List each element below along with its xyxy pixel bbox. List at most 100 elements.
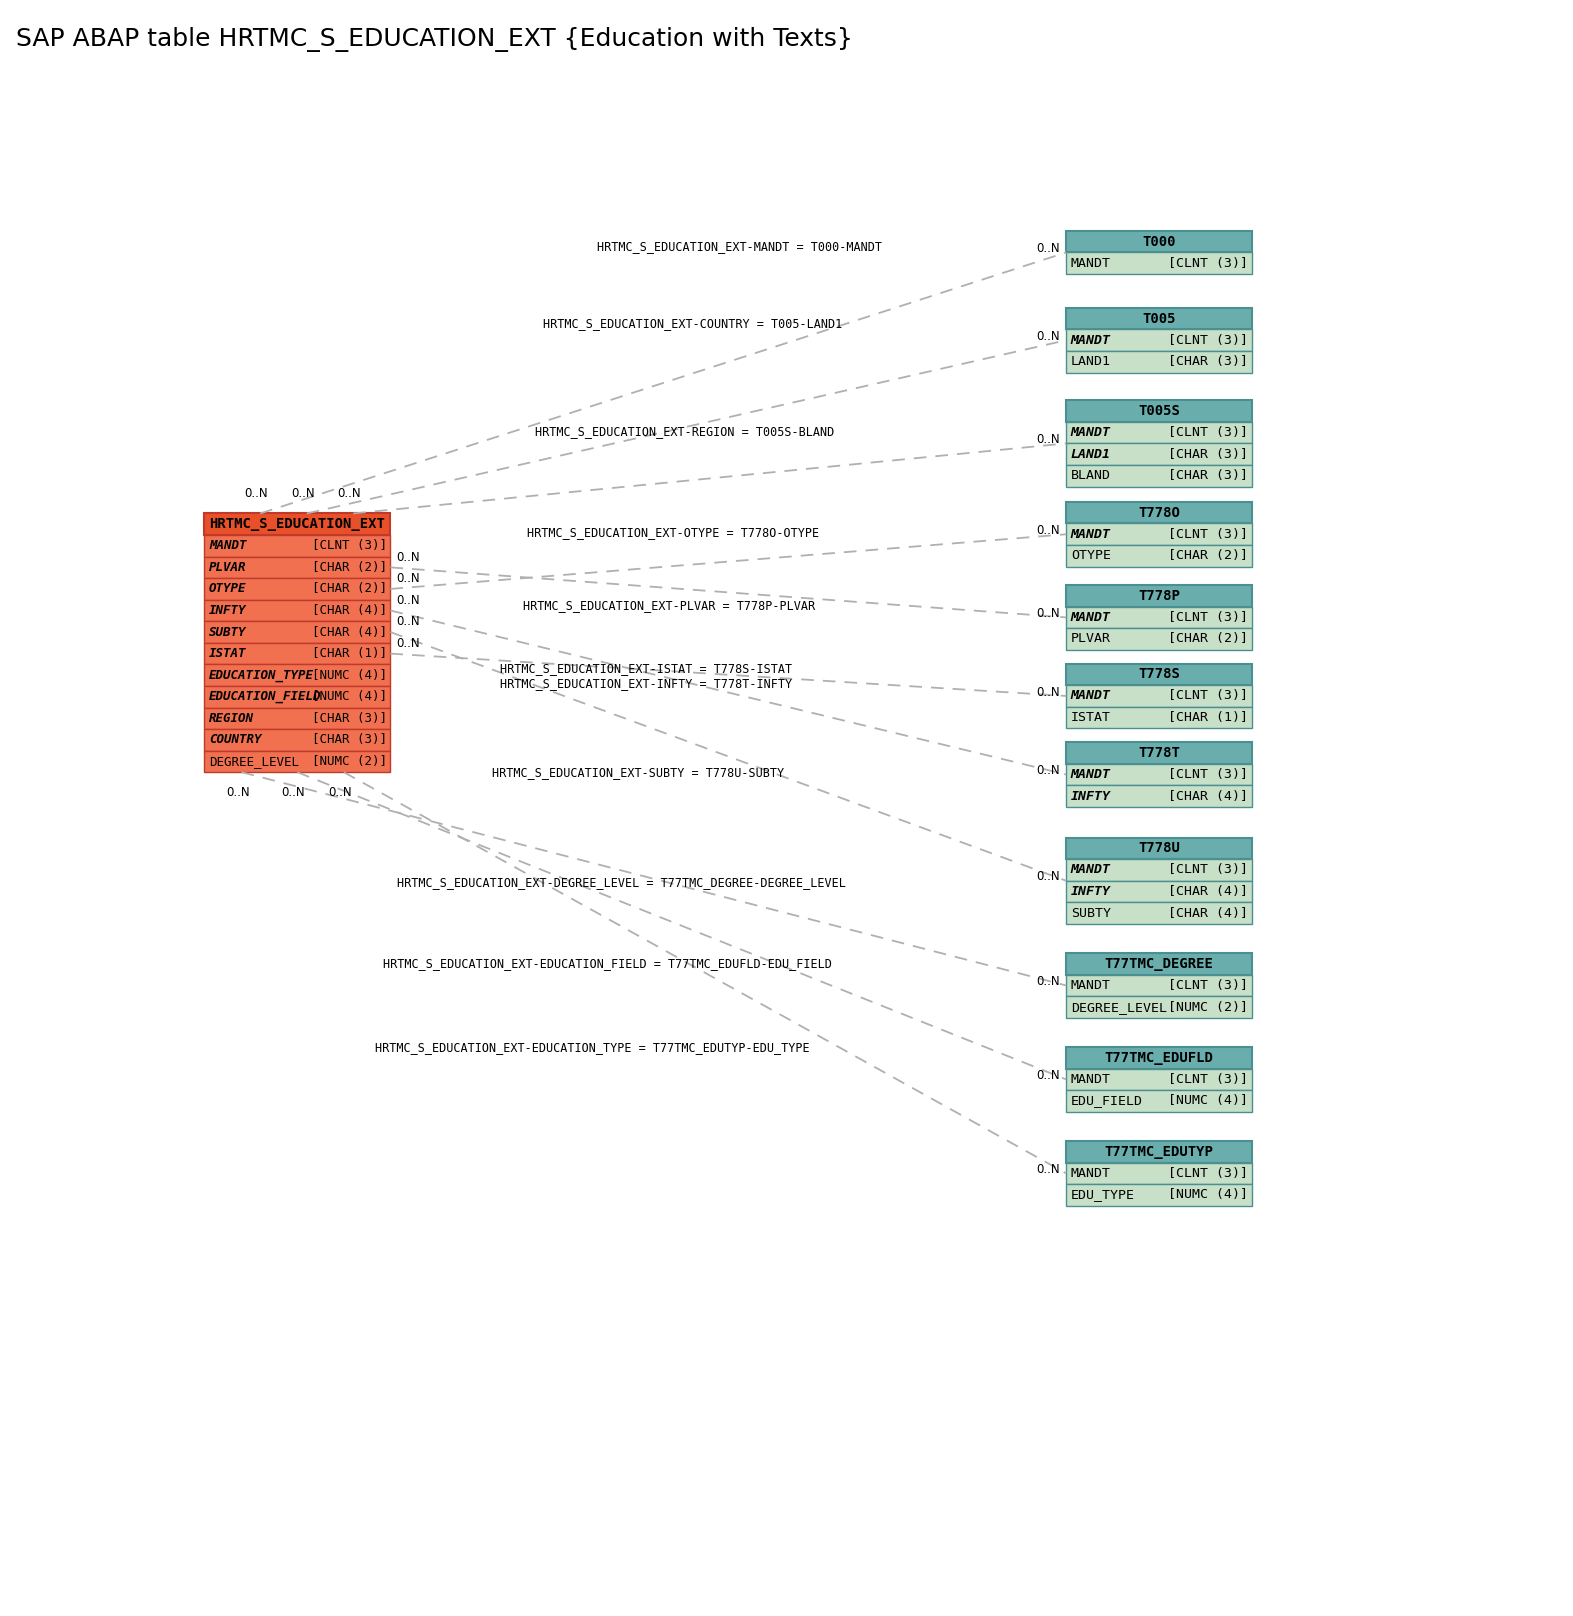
Text: [CLNT (3)]: [CLNT (3)] <box>1169 528 1249 541</box>
Bar <box>204 664 390 685</box>
Bar <box>1066 860 1252 881</box>
Text: LAND1: LAND1 <box>1071 448 1111 461</box>
Text: EDUCATION_TYPE: EDUCATION_TYPE <box>209 669 315 682</box>
Text: REGION: REGION <box>209 711 253 726</box>
Text: 0..N: 0..N <box>1037 1070 1060 1083</box>
Bar <box>204 600 390 621</box>
Text: 0..N: 0..N <box>1037 433 1060 446</box>
Text: [CLNT (3)]: [CLNT (3)] <box>1169 1073 1249 1086</box>
Bar <box>1066 401 1252 422</box>
Bar <box>204 750 390 772</box>
Bar <box>1066 881 1252 902</box>
Text: HRTMC_S_EDUCATION_EXT-DEGREE_LEVEL = T77TMC_DEGREE-DEGREE_LEVEL: HRTMC_S_EDUCATION_EXT-DEGREE_LEVEL = T77… <box>396 876 846 889</box>
Text: 0..N: 0..N <box>329 785 352 798</box>
Bar <box>1066 1091 1252 1112</box>
Bar <box>1066 664 1252 685</box>
Text: [CHAR (2)]: [CHAR (2)] <box>311 561 387 574</box>
Text: T005: T005 <box>1142 312 1177 326</box>
Text: [CHAR (4)]: [CHAR (4)] <box>1169 790 1249 803</box>
Text: [NUMC (4)]: [NUMC (4)] <box>1169 1094 1249 1107</box>
Text: INFTY: INFTY <box>1071 886 1111 898</box>
Text: [CHAR (1)]: [CHAR (1)] <box>311 646 387 659</box>
Text: [CLNT (3)]: [CLNT (3)] <box>1169 979 1249 992</box>
Text: [CHAR (2)]: [CHAR (2)] <box>1169 632 1249 645</box>
Text: 0..N: 0..N <box>244 486 267 499</box>
Text: [CHAR (4)]: [CHAR (4)] <box>1169 907 1249 920</box>
Text: [NUMC (2)]: [NUMC (2)] <box>311 755 387 768</box>
Text: 0..N: 0..N <box>1037 330 1060 343</box>
Text: [CHAR (3)]: [CHAR (3)] <box>311 711 387 726</box>
Text: EDU_FIELD: EDU_FIELD <box>1071 1094 1144 1107</box>
Text: MANDT: MANDT <box>1071 1167 1111 1180</box>
Text: T778O: T778O <box>1139 506 1180 520</box>
Text: HRTMC_S_EDUCATION_EXT-EDUCATION_FIELD = T77TMC_EDUFLD-EDU_FIELD: HRTMC_S_EDUCATION_EXT-EDUCATION_FIELD = … <box>382 957 832 971</box>
Text: HRTMC_S_EDUCATION_EXT-ISTAT = T778S-ISTAT
HRTMC_S_EDUCATION_EXT-INFTY = T778T-IN: HRTMC_S_EDUCATION_EXT-ISTAT = T778S-ISTA… <box>500 663 793 690</box>
Text: [CLNT (3)]: [CLNT (3)] <box>311 540 387 553</box>
Text: MANDT: MANDT <box>209 540 247 553</box>
Bar <box>1066 1047 1252 1068</box>
Text: 0..N: 0..N <box>227 785 250 798</box>
Text: 0..N: 0..N <box>1037 608 1060 621</box>
Bar <box>204 685 390 708</box>
Text: [NUMC (4)]: [NUMC (4)] <box>311 690 387 703</box>
Text: 0..N: 0..N <box>1037 974 1060 987</box>
Text: 0..N: 0..N <box>396 551 420 564</box>
Text: [CLNT (3)]: [CLNT (3)] <box>1169 1167 1249 1180</box>
Bar <box>1066 524 1252 545</box>
Bar <box>204 535 390 556</box>
Bar <box>204 579 390 600</box>
Bar <box>1066 443 1252 465</box>
Text: OTYPE: OTYPE <box>1071 549 1111 562</box>
Text: EDU_TYPE: EDU_TYPE <box>1071 1188 1134 1201</box>
Bar <box>1066 837 1252 860</box>
Bar <box>1066 764 1252 785</box>
Text: [CLNT (3)]: [CLNT (3)] <box>1169 335 1249 347</box>
Text: HRTMC_S_EDUCATION_EXT-OTYPE = T778O-OTYPE: HRTMC_S_EDUCATION_EXT-OTYPE = T778O-OTYP… <box>527 527 820 540</box>
Text: [CHAR (4)]: [CHAR (4)] <box>1169 886 1249 898</box>
Bar <box>1066 351 1252 373</box>
Text: [CHAR (3)]: [CHAR (3)] <box>1169 469 1249 482</box>
Text: [CLNT (3)]: [CLNT (3)] <box>1169 768 1249 781</box>
Bar <box>204 729 390 750</box>
Text: MANDT: MANDT <box>1071 611 1111 624</box>
Text: HRTMC_S_EDUCATION_EXT: HRTMC_S_EDUCATION_EXT <box>209 517 385 532</box>
Text: DEGREE_LEVEL: DEGREE_LEVEL <box>1071 1000 1167 1013</box>
Bar <box>1066 902 1252 924</box>
Bar <box>1066 1162 1252 1185</box>
Text: 0..N: 0..N <box>1037 685 1060 698</box>
Bar <box>204 708 390 729</box>
Text: MANDT: MANDT <box>1071 427 1111 440</box>
Text: MANDT: MANDT <box>1071 528 1111 541</box>
Bar <box>1066 1141 1252 1162</box>
Text: HRTMC_S_EDUCATION_EXT-PLVAR = T778P-PLVAR: HRTMC_S_EDUCATION_EXT-PLVAR = T778P-PLVA… <box>524 598 815 611</box>
Text: PLVAR: PLVAR <box>209 561 247 574</box>
Text: T778T: T778T <box>1139 747 1180 760</box>
Text: [CLNT (3)]: [CLNT (3)] <box>1169 427 1249 440</box>
Text: [CHAR (2)]: [CHAR (2)] <box>1169 549 1249 562</box>
Text: LAND1: LAND1 <box>1071 356 1111 368</box>
Text: ISTAT: ISTAT <box>209 646 247 659</box>
Text: T005S: T005S <box>1139 404 1180 419</box>
Text: [NUMC (2)]: [NUMC (2)] <box>1169 1000 1249 1013</box>
Bar <box>1066 785 1252 806</box>
Bar <box>1066 585 1252 606</box>
Text: DEGREE_LEVEL: DEGREE_LEVEL <box>209 755 299 768</box>
Text: HRTMC_S_EDUCATION_EXT-MANDT = T000-MANDT: HRTMC_S_EDUCATION_EXT-MANDT = T000-MANDT <box>596 239 881 252</box>
Text: SUBTY: SUBTY <box>209 625 247 638</box>
Text: T77TMC_DEGREE: T77TMC_DEGREE <box>1104 957 1214 971</box>
Bar <box>204 556 390 579</box>
Text: 0..N: 0..N <box>1037 871 1060 884</box>
Text: T77TMC_EDUTYP: T77TMC_EDUTYP <box>1104 1144 1214 1159</box>
Text: MANDT: MANDT <box>1071 863 1111 876</box>
Text: HRTMC_S_EDUCATION_EXT-COUNTRY = T005-LAND1: HRTMC_S_EDUCATION_EXT-COUNTRY = T005-LAN… <box>543 317 842 330</box>
Text: OTYPE: OTYPE <box>209 582 247 595</box>
Text: BLAND: BLAND <box>1071 469 1111 482</box>
Text: 0..N: 0..N <box>396 593 420 606</box>
Text: 0..N: 0..N <box>282 785 305 798</box>
Text: [CHAR (3)]: [CHAR (3)] <box>1169 356 1249 368</box>
Text: [NUMC (4)]: [NUMC (4)] <box>311 669 387 682</box>
Bar <box>1066 974 1252 995</box>
Text: MANDT: MANDT <box>1071 335 1111 347</box>
Text: [NUMC (4)]: [NUMC (4)] <box>1169 1188 1249 1201</box>
Text: ISTAT: ISTAT <box>1071 711 1111 724</box>
